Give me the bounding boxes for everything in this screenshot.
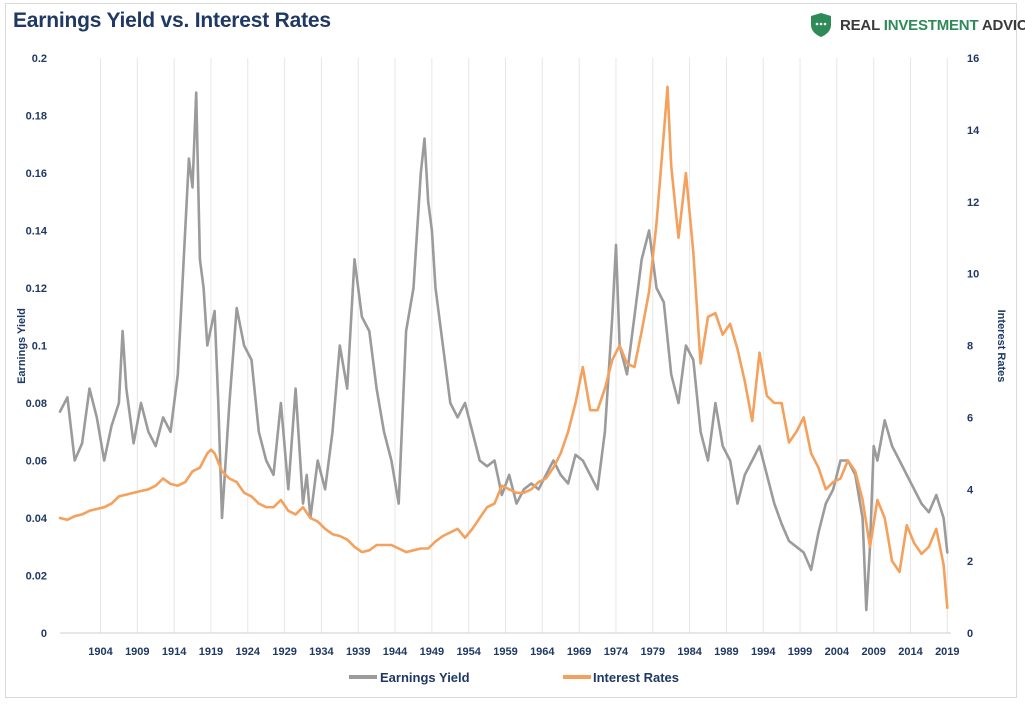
x-tick-label: 1954 [456,646,481,658]
series-interest-rates-line [58,85,949,610]
x-tick-label: 1969 [567,646,591,658]
x-tick-label: 1939 [346,646,370,658]
y-axis-left-ticks: 0 0.02 0.04 0.06 0.08 0.1 0.12 0.14 0.16 0.18 0.2 [26,53,48,640]
y2-tick-label: 6 [967,412,973,424]
y-tick-label: 0.2 [32,53,47,65]
y-tick-label: 0.16 [26,168,47,180]
y-tick-label: 0 [41,628,47,640]
legend-label-earnings: Earnings Yield [380,670,470,685]
x-tick-label: 1949 [420,646,444,658]
y-axis-right-title: Interest Rates [995,310,1007,383]
legend-label-rates: Interest Rates [593,670,679,685]
chart-series [58,85,949,612]
x-tick-label: 1904 [88,646,113,658]
x-tick-label: 1964 [530,646,555,658]
x-tick-label: 2014 [898,646,923,658]
y-tick-label: 0.18 [26,111,47,123]
x-tick-label: 1999 [788,646,812,658]
x-tick-label: 1944 [383,646,408,658]
y-tick-label: 0.08 [26,398,47,410]
brand-logo: REAL INVESTMENT ADVICE [810,10,1025,40]
x-tick-label: 1984 [677,646,702,658]
series-earnings-yield-line [58,91,949,612]
x-tick-label: 1919 [199,646,223,658]
y2-tick-label: 0 [967,628,973,640]
x-tick-label: 1924 [236,646,261,658]
x-tick-label: 1974 [604,646,629,658]
y-tick-label: 0.06 [26,456,47,468]
x-tick-label: 2004 [825,646,850,658]
x-tick-label: 1914 [162,646,187,658]
page-title: Earnings Yield vs. Interest Rates [13,9,331,32]
x-tick-label: 1934 [309,646,334,658]
y-tick-label: 0.14 [26,226,48,238]
y-axis-right-ticks: 0 2 4 6 8 10 12 14 16 [967,53,980,640]
brand-name: REAL INVESTMENT ADVICE [840,17,1025,34]
x-tick-label: 1929 [272,646,296,658]
x-tick-label: 1994 [751,646,776,658]
brand-name-part2: INVESTMENT [883,16,979,34]
y-axis-left-title: Earnings Yield [16,308,28,384]
x-tick-label: 1959 [493,646,517,658]
x-tick-label: 1979 [641,646,665,658]
x-tick-label: 2019 [935,646,959,658]
shield-icon [811,13,831,37]
y2-tick-label: 2 [967,556,973,568]
x-axis-ticks: 1904 1909 1914 1919 1924 1929 1934 1939 1944 1949… [88,646,959,658]
y-tick-label: 0.1 [32,341,47,353]
x-tick-label: 1989 [714,646,738,658]
y2-tick-label: 14 [967,125,980,137]
chart-legend: Earnings Yield Interest Rates [349,670,679,685]
y-tick-label: 0.02 [26,571,47,583]
y2-tick-label: 8 [967,341,973,353]
y-tick-label: 0.04 [26,513,48,525]
y2-tick-label: 4 [967,484,974,496]
brand-name-part3: ADVICE [981,16,1025,34]
y-tick-label: 0.12 [26,283,47,295]
x-tick-label: 1909 [125,646,149,658]
y2-tick-label: 12 [967,197,979,209]
brand-name-part1: REAL [840,16,884,34]
y2-tick-label: 10 [967,269,979,281]
chart-gridlines [60,58,951,634]
x-tick-label: 2009 [861,646,885,658]
y2-tick-label: 16 [967,53,979,65]
